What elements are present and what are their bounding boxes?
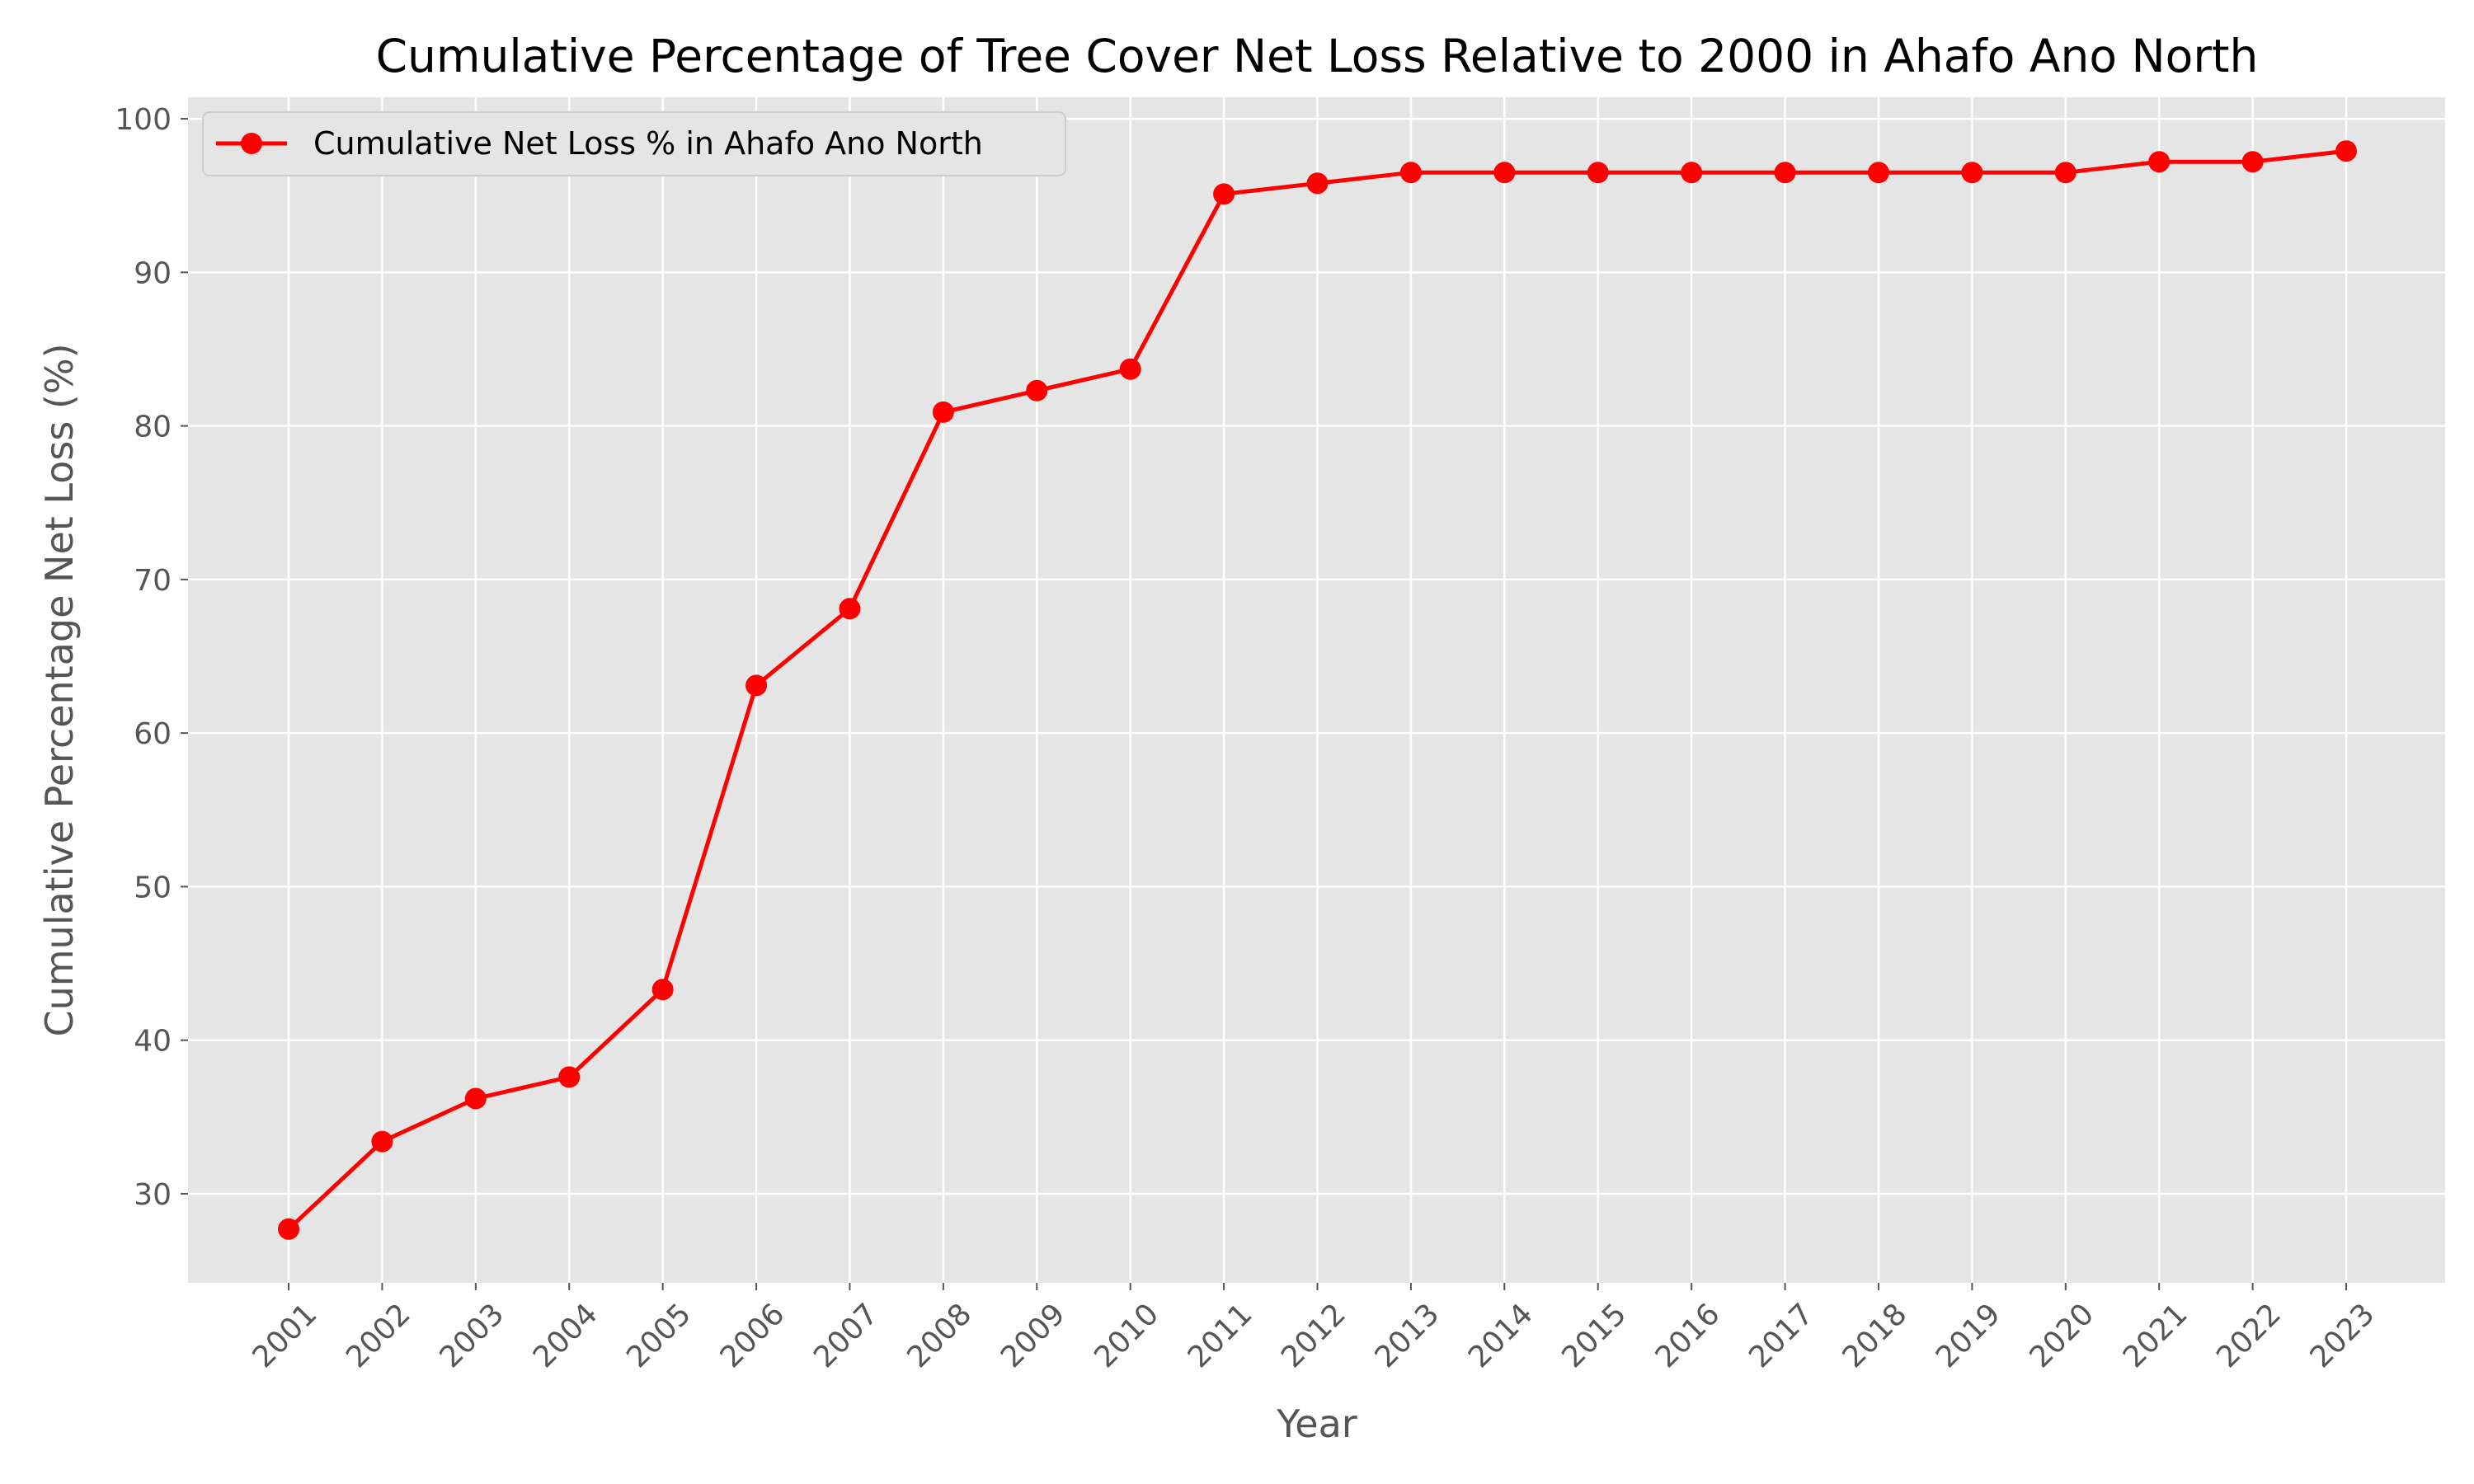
data-point	[932, 401, 954, 423]
data-point	[1961, 162, 1983, 184]
data-point	[464, 1087, 487, 1110]
data-point	[1867, 162, 1889, 184]
data-point	[1306, 172, 1329, 195]
y-tick-label: 100	[115, 103, 172, 137]
data-point	[2241, 151, 2264, 173]
data-point	[651, 979, 674, 1001]
y-tick-label: 40	[134, 1025, 172, 1059]
data-point	[1493, 162, 1516, 184]
data-point	[558, 1066, 581, 1088]
data-point	[839, 598, 861, 620]
y-axis-label: Cumulative Percentage Net Loss (%)	[37, 343, 82, 1036]
data-point	[1399, 162, 1422, 184]
y-axis-ticks: 30 40 50 60 70 80 90 100	[115, 103, 188, 1212]
legend-marker-swatch	[241, 133, 262, 154]
data-point	[1774, 162, 1796, 184]
data-point	[1213, 183, 1235, 205]
data-point	[278, 1218, 299, 1240]
legend-entry-label: Cumulative Net Loss % in Ahafo Ano North	[313, 125, 983, 162]
y-tick-label: 30	[134, 1178, 172, 1212]
y-tick-label: 90	[134, 256, 172, 290]
y-tick-label: 60	[134, 717, 172, 751]
data-point	[371, 1130, 393, 1153]
legend: Cumulative Net Loss % in Ahafo Ano North	[202, 111, 1066, 176]
x-axis-label: Year	[1276, 1402, 1357, 1446]
y-tick-label: 50	[134, 871, 172, 904]
y-tick-label: 70	[134, 564, 172, 598]
data-point	[1026, 379, 1048, 402]
data-point	[2335, 140, 2357, 162]
legend-box	[202, 111, 1066, 176]
data-point	[1681, 162, 1703, 184]
y-tick-label: 80	[134, 411, 172, 444]
data-point	[2054, 162, 2077, 184]
data-point	[1119, 358, 1141, 380]
data-point	[745, 674, 768, 697]
grid-lines	[188, 97, 2445, 1283]
data-point	[2148, 151, 2171, 173]
chart-title: Cumulative Percentage of Tree Cover Net …	[376, 30, 2259, 82]
series-layer	[278, 140, 2357, 1240]
data-point	[1587, 162, 1609, 184]
